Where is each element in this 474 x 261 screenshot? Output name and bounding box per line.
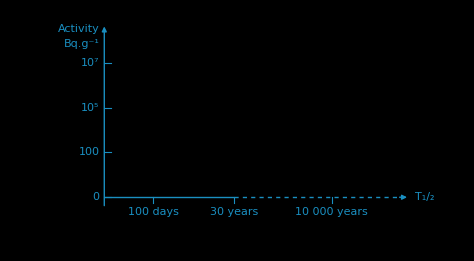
Text: T₁/₂: T₁/₂ <box>415 192 434 202</box>
Text: Activity: Activity <box>58 24 100 34</box>
Text: 0: 0 <box>92 192 100 202</box>
Text: 100 days: 100 days <box>128 207 179 217</box>
Text: 10 000 years: 10 000 years <box>295 207 368 217</box>
Text: Bq.g⁻¹: Bq.g⁻¹ <box>64 39 100 49</box>
Text: 10⁵: 10⁵ <box>81 103 100 113</box>
Text: 10⁷: 10⁷ <box>81 58 100 68</box>
Text: 30 years: 30 years <box>210 207 258 217</box>
Text: 100: 100 <box>78 147 100 157</box>
